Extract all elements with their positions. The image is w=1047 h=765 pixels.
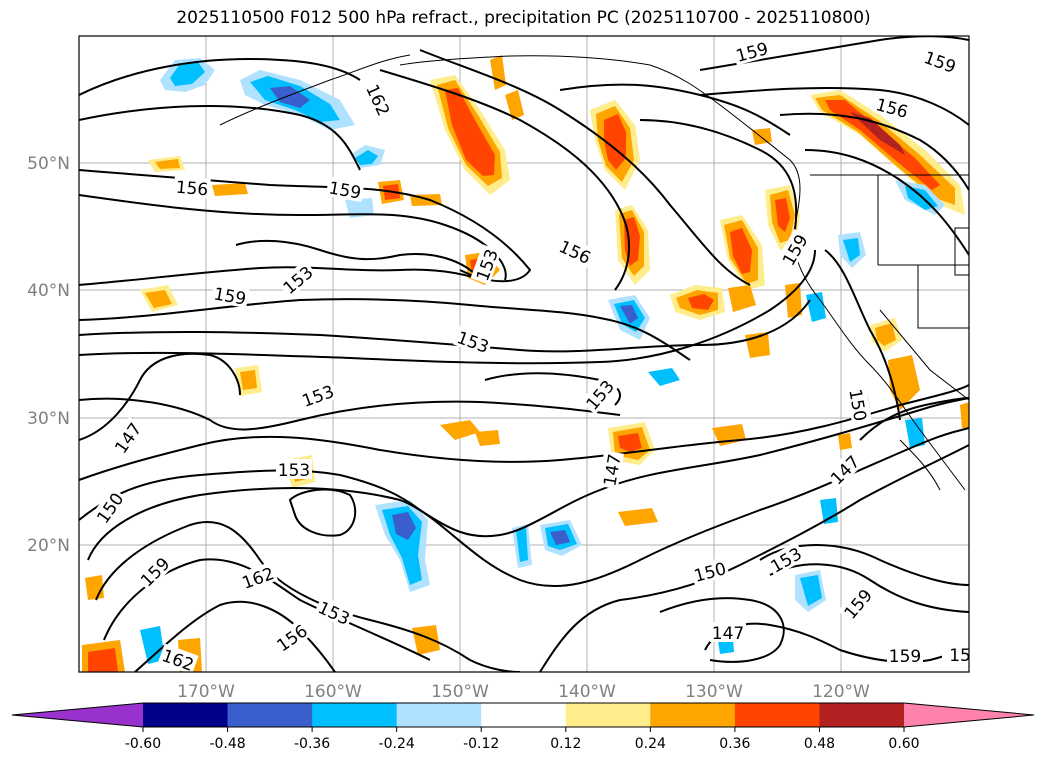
precip-pos-area xyxy=(785,283,802,318)
chart-title: 2025110500 F012 500 hPa refract., precip… xyxy=(176,8,871,28)
precip-neg-area xyxy=(355,150,378,165)
precip-pos-area xyxy=(752,128,772,145)
precip-pos-area xyxy=(604,114,626,170)
precip-pos-area xyxy=(825,100,940,190)
precip-neg-area xyxy=(905,418,925,448)
lon-label: 130°W xyxy=(685,682,743,702)
colorbar-segment xyxy=(565,703,651,727)
colorbar-tick-label: 0.36 xyxy=(719,736,750,752)
precip-pos-area xyxy=(730,228,752,274)
lat-label: 30°N xyxy=(27,409,70,429)
precip-pos-area xyxy=(838,433,852,450)
colorbar-segment xyxy=(312,703,398,727)
precip-pos-area xyxy=(850,112,905,155)
lon-label: 150°W xyxy=(431,682,489,702)
precip-neg-area xyxy=(620,305,638,324)
precip-pos-area xyxy=(475,430,500,446)
precip-neg-area xyxy=(648,368,680,386)
precip-pos-area xyxy=(155,159,180,169)
precip-pos-area xyxy=(440,420,480,440)
lon-label: 170°W xyxy=(177,682,235,702)
colorbar-segment xyxy=(227,703,313,727)
colorbar-tick-label: -0.36 xyxy=(294,736,330,752)
contour-label: 156 xyxy=(175,178,209,201)
colorbar-segment xyxy=(819,703,905,727)
longitude-labels: 170°W 160°W 150°W 140°W 130°W 120°W xyxy=(177,682,870,702)
precip-pos-area xyxy=(212,183,248,196)
colorbar-extend-high xyxy=(904,703,1034,727)
precip-neg-area xyxy=(270,86,310,108)
precip-pos-area xyxy=(688,294,714,310)
colorbar-segment xyxy=(650,703,736,727)
contour-label: 153 xyxy=(278,461,310,481)
precip-neg-area xyxy=(800,575,822,606)
precip-pos-area xyxy=(875,323,896,346)
precip-pos-area xyxy=(618,508,658,526)
lon-label: 140°W xyxy=(558,682,616,702)
colorbar-segment xyxy=(481,703,567,727)
colorbar-tick-label: 0.12 xyxy=(550,736,581,752)
colorbar-extend-low xyxy=(12,703,143,727)
lon-label: 160°W xyxy=(304,682,362,702)
precip-pos-area xyxy=(88,648,118,672)
colorbar-tick-label: -0.48 xyxy=(209,736,245,752)
coastlines xyxy=(219,54,969,491)
lat-label: 20°N xyxy=(27,536,70,556)
contour-label: 147 xyxy=(712,624,744,644)
precip-pos-area xyxy=(345,198,374,218)
colorbar-tick-label: -0.12 xyxy=(463,736,499,752)
lon-label: 120°W xyxy=(812,682,870,702)
latitude-labels: 50°N 40°N 30°N 20°N xyxy=(27,154,70,556)
precip-pos-area xyxy=(145,290,172,308)
precip-neg-area xyxy=(140,626,165,664)
colorbar-tick-label: -0.24 xyxy=(379,736,415,752)
precip-pos-area xyxy=(618,433,642,452)
precip-neg-area xyxy=(170,62,205,86)
precip-neg-area xyxy=(843,238,860,262)
precip-neg-area xyxy=(806,292,826,322)
colorbar-tick-label: 0.60 xyxy=(888,736,919,752)
colorbar: -0.60 -0.48 -0.36 -0.24 -0.12 0.12 0.24 0.36 0.4… xyxy=(11,702,1035,752)
precip-pos-area xyxy=(728,285,756,312)
colorbar-tick-label: 0.48 xyxy=(804,736,835,752)
precip-pos-area xyxy=(412,625,440,655)
colorbar-segment xyxy=(396,703,482,727)
precip-neg-area xyxy=(392,512,416,540)
map-frame xyxy=(78,35,970,673)
precip-pos-area xyxy=(775,198,790,232)
colorbar-tick-label: -0.60 xyxy=(125,736,161,752)
lat-label: 40°N xyxy=(27,281,70,301)
precip-pos-area xyxy=(240,370,257,390)
colorbar-segment xyxy=(143,703,229,727)
precip-pos-area xyxy=(505,90,524,120)
precip-pos-area xyxy=(445,88,495,176)
precip-neg-area xyxy=(820,498,838,524)
contour-label: 159 xyxy=(889,647,921,667)
precip-neg-area xyxy=(550,530,570,545)
colorbar-segment xyxy=(734,703,820,727)
precip-neg-area xyxy=(516,528,528,562)
lat-label: 50°N xyxy=(27,154,70,174)
colorbar-tick-label: 0.24 xyxy=(635,736,666,752)
precip-pos-area xyxy=(960,402,969,428)
contour-label: 15 xyxy=(949,646,971,666)
